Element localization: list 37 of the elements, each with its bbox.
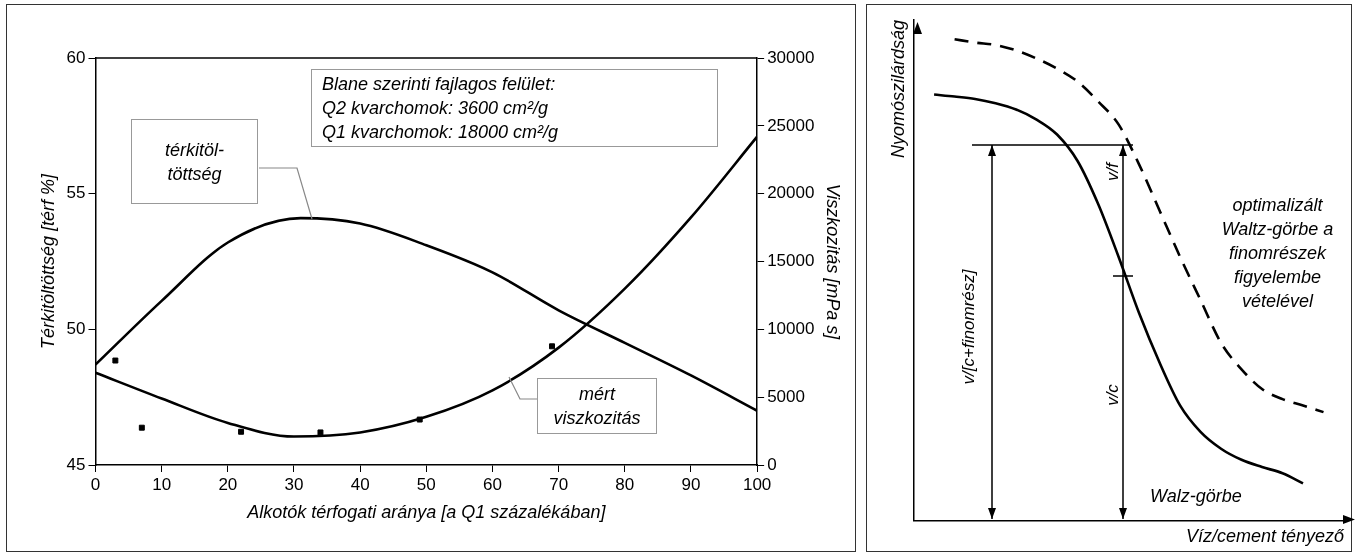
x-tick-label: 0 — [90, 474, 101, 494]
series-label: Walz-görbe — [1150, 486, 1242, 506]
y2-tick-label: 5000 — [767, 386, 805, 406]
series-label: optimalizált Waltz-görbe a finomrészek figyelembe vételével — [1221, 195, 1334, 311]
y2-tick-label: 15000 — [767, 251, 815, 271]
text: térkitöl-töttség — [164, 138, 225, 186]
x-tick-label: 10 — [152, 474, 172, 494]
y-tick-label: 45 — [66, 454, 86, 474]
y2-tick-label: 25000 — [767, 115, 815, 135]
x-tick-label: 90 — [681, 474, 701, 494]
point — [317, 429, 324, 436]
series-label: mért viszkozitás — [553, 383, 641, 430]
x-tick-label: 60 — [483, 474, 502, 494]
point — [549, 343, 555, 350]
x-axis-title: Víz/cement tényező — [1185, 526, 1345, 547]
point — [238, 428, 245, 435]
x-tick-label: 70 — [549, 474, 569, 494]
x-axis-title: Alkotók térfogati aránya [a Q1 százalékában] — [246, 502, 607, 523]
x-tick-label: 30 — [284, 474, 304, 494]
y2-axis-title: Viszkozitás [mPa s] — [823, 183, 844, 341]
y-axis-title: Térkitöltöttség [térf %] — [37, 172, 58, 350]
x-tick-label: 20 — [218, 474, 238, 494]
y-tick-label: 60 — [66, 47, 86, 67]
point — [112, 357, 119, 364]
y2-tick-label: 10000 — [767, 319, 815, 339]
x-tick-label: 40 — [350, 474, 370, 494]
x-tick-label: 100 — [742, 474, 772, 494]
y-tick-label: 55 — [66, 183, 86, 203]
x-tick-label: 50 — [416, 474, 436, 494]
y-tick-label: 50 — [66, 319, 86, 339]
point — [138, 424, 145, 431]
x-tick-label: 80 — [615, 474, 635, 494]
annotation: Blane szerinti fajlagos felület: Q2 kvarchomok: 3600 cm²/g Q1 kvarchomok: 18000 cm²/g — [322, 73, 559, 144]
y2-tick-label: 0 — [767, 454, 777, 474]
y2-tick-label: 30000 — [767, 47, 815, 67]
y2-tick-label: 20000 — [767, 183, 815, 203]
y-axis-title: Nyomószilárdság — [887, 20, 908, 159]
